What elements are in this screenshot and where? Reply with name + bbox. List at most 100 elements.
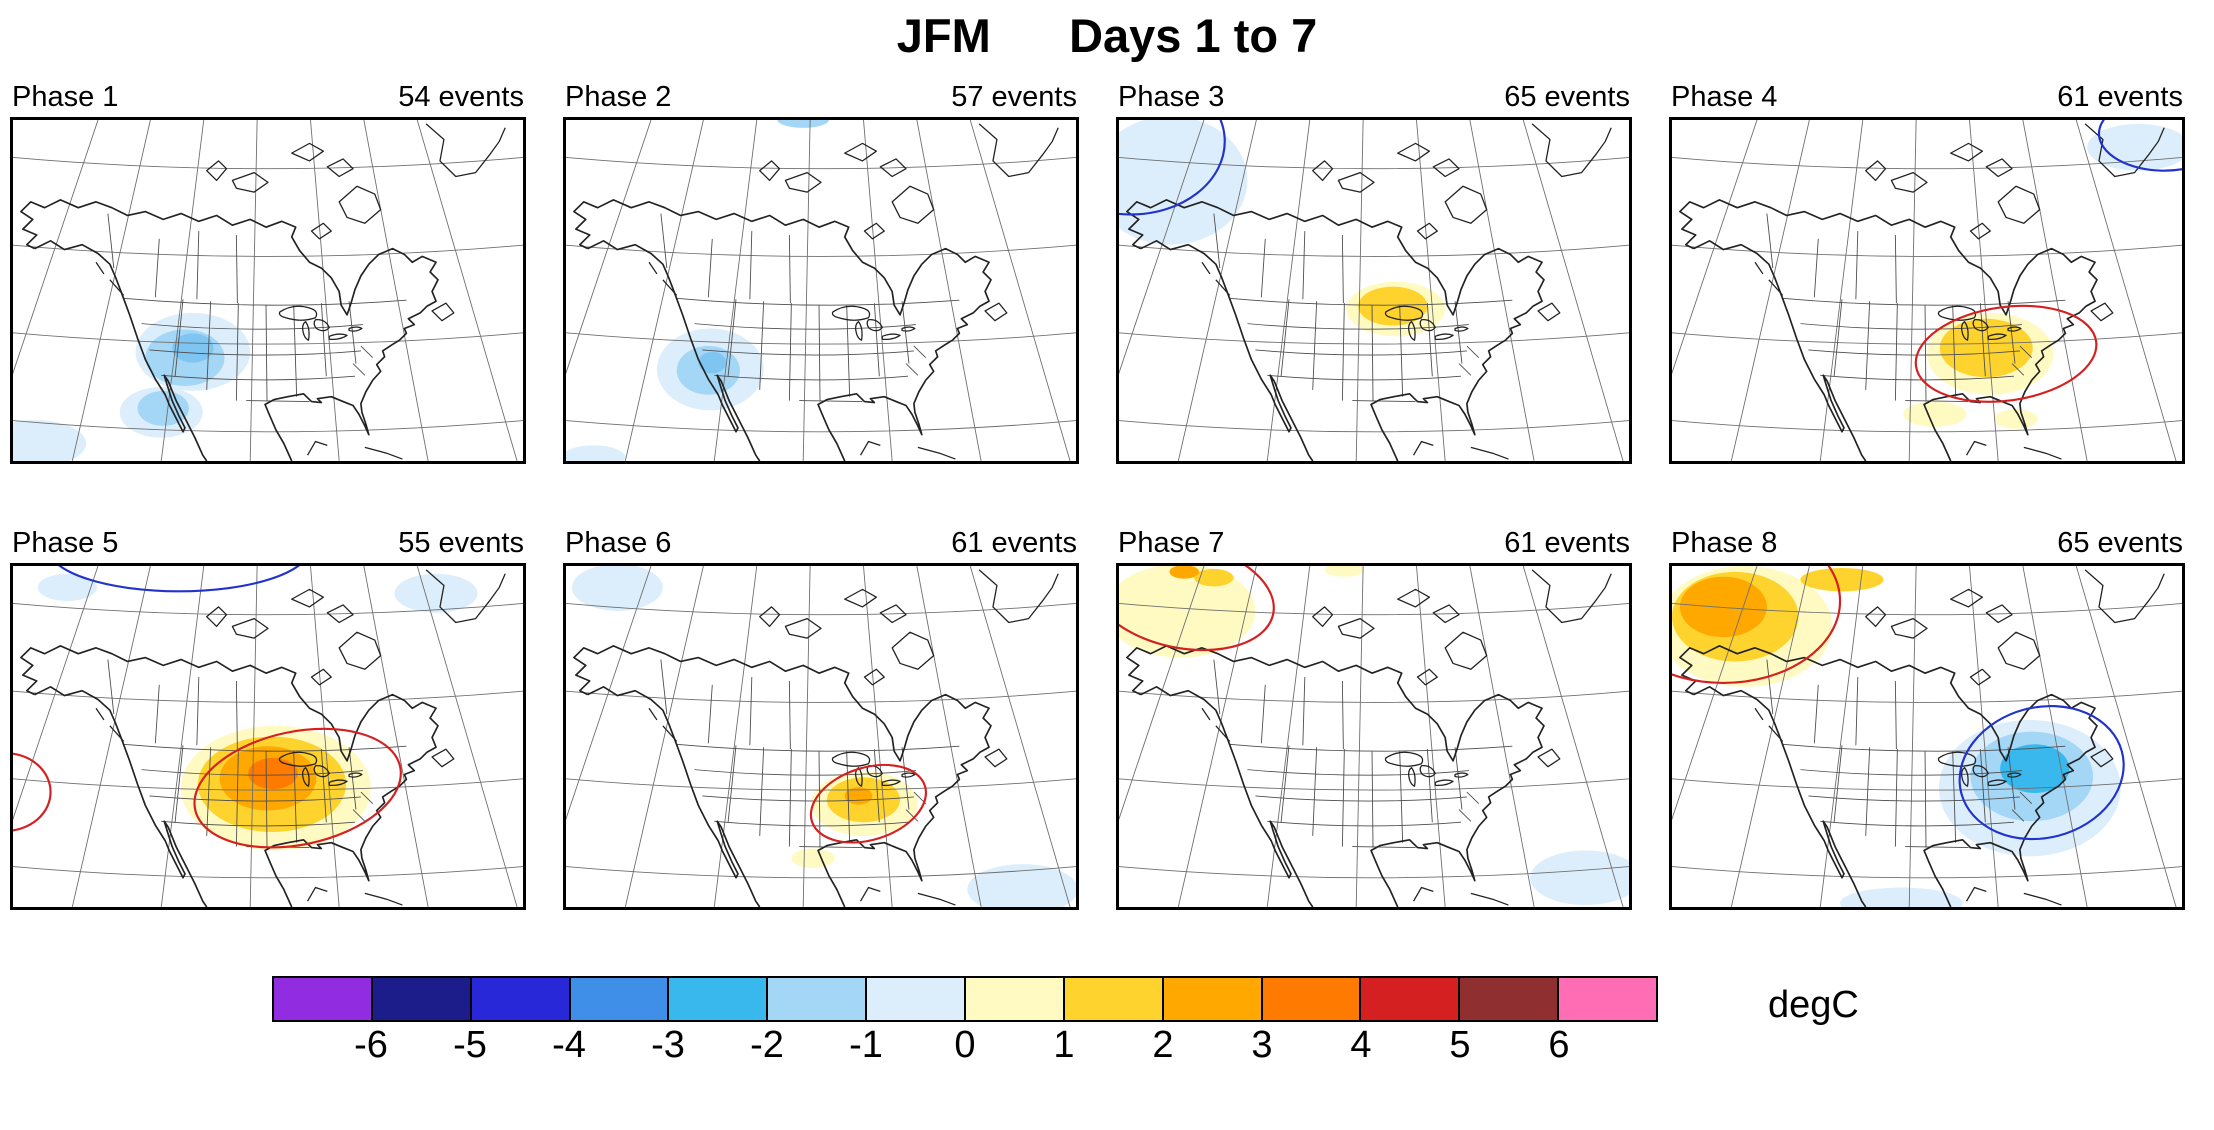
colorbar-tick-label: 3 (1251, 1024, 1273, 1066)
phase-label: Phase 5 (12, 527, 119, 559)
anomaly-shading (791, 848, 835, 869)
panel-header: Phase 6 61 events (563, 526, 1079, 560)
significance-contour (809, 763, 928, 844)
panel-header: Phase 2 57 events (563, 80, 1079, 114)
colorbar-cell (1163, 978, 1263, 1020)
map-frame (1669, 563, 2185, 910)
colorbar-cell (1460, 978, 1560, 1020)
anomaly-shading (1169, 566, 1200, 579)
significance-contour (1119, 566, 1275, 652)
panel-header: Phase 4 61 events (1669, 80, 2185, 114)
significance-contour (1672, 566, 1842, 684)
colorbar-cell (966, 978, 1065, 1020)
panel-phase-4: Phase 4 61 events (1669, 80, 2185, 464)
panel-header: Phase 7 61 events (1116, 526, 1632, 560)
anomaly-shading (2087, 123, 2182, 171)
colorbar-tick-label: -1 (849, 1024, 883, 1066)
map-frame (1116, 117, 1632, 464)
anomaly-map (13, 566, 523, 907)
phase-label: Phase 6 (565, 527, 672, 559)
anomaly-shading (172, 333, 214, 363)
map-frame (1669, 117, 2185, 464)
anomaly-shading (1679, 576, 1767, 638)
colorbar-tick-label: -2 (750, 1024, 784, 1066)
significance-contour (2097, 120, 2182, 172)
anomaly-map (1672, 566, 2182, 907)
colorbar-cell (471, 978, 571, 1020)
anomaly-map (566, 566, 1076, 907)
events-count: 65 events (2057, 527, 2183, 559)
anomaly-shading (967, 864, 1076, 907)
anomaly-shading (1324, 566, 1365, 577)
colorbar-cell (1559, 978, 1657, 1020)
anomaly-shading (248, 757, 298, 790)
anomaly-map (1119, 120, 1629, 461)
panel-phase-1: Phase 1 54 events (10, 80, 526, 464)
events-count: 54 events (398, 81, 524, 113)
anomaly-shading (1994, 409, 2038, 429)
anomaly-shading (1800, 567, 1884, 592)
panel-phase-8: Phase 8 65 events (1669, 526, 2185, 910)
colorbar-cell (570, 978, 670, 1020)
colorbar-tick-label: -3 (651, 1024, 685, 1066)
map-frame (10, 563, 526, 910)
significance-contour (193, 727, 402, 849)
phase-label: Phase 7 (1118, 527, 1225, 559)
significance-contour (1914, 304, 2098, 403)
anomaly-shading (1119, 566, 1256, 658)
events-count: 55 events (398, 527, 524, 559)
colorbar-tick-label: 0 (954, 1024, 976, 1066)
colorbar-ticks: -6 -5 -4 -3 -2 -1 0 1 2 3 4 5 6 (272, 1022, 1658, 1072)
colorbar-tick-label: 2 (1152, 1024, 1174, 1066)
anomaly-shading (571, 566, 663, 611)
events-count: 57 events (951, 81, 1077, 113)
anomaly-shading (1194, 568, 1234, 587)
panel-header: Phase 8 65 events (1669, 526, 2185, 560)
figure-title: JFM Days 1 to 7 (896, 9, 1318, 62)
events-count: 61 events (951, 527, 1077, 559)
events-count: 65 events (1504, 81, 1630, 113)
colorbar-cell (274, 978, 373, 1020)
anomaly-shading (37, 573, 98, 602)
map-frame (1116, 563, 1632, 910)
panel-phase-6: Phase 6 61 events (563, 526, 1079, 910)
panel-grid: Phase 1 54 events Phase 2 57 events Phas… (0, 66, 2214, 910)
map-frame (563, 563, 1079, 910)
colorbar-tick-label: -6 (354, 1024, 388, 1066)
colorbar-units-label: degC (1768, 984, 1859, 1026)
phase-label: Phase 1 (12, 81, 119, 113)
colorbar-tick-label: 5 (1449, 1024, 1471, 1066)
panel-header: Phase 3 65 events (1116, 80, 1632, 114)
anomaly-map (566, 120, 1076, 461)
map-frame (10, 117, 526, 464)
anomaly-shading (1358, 286, 1428, 326)
map-frame (563, 117, 1079, 464)
colorbar-cell (1361, 978, 1461, 1020)
anomaly-shading (1840, 887, 1963, 907)
phase-label: Phase 4 (1671, 81, 1778, 113)
anomaly-shading (1530, 850, 1629, 906)
phase-label: Phase 8 (1671, 527, 1778, 559)
anomaly-map (1672, 120, 2182, 461)
colorbar-tick-label: 4 (1350, 1024, 1372, 1066)
anomaly-shading (698, 351, 727, 374)
events-count: 61 events (2057, 81, 2183, 113)
colorbar-tick-label: -4 (552, 1024, 586, 1066)
colorbar-wrap: -6 -5 -4 -3 -2 -1 0 1 2 3 4 5 6 (272, 976, 1658, 1072)
colorbar-cell (669, 978, 769, 1020)
colorbar-section: -6 -5 -4 -3 -2 -1 0 1 2 3 4 5 6 degC (272, 976, 2214, 1072)
colorbar-cell (1064, 978, 1164, 1020)
panel-phase-5: Phase 5 55 events (10, 526, 526, 910)
significance-contour (58, 566, 300, 593)
panel-phase-7: Phase 7 61 events (1116, 526, 1632, 910)
anomaly-map (1119, 566, 1629, 907)
anomaly-shading (13, 420, 87, 461)
colorbar-tick-label: 1 (1053, 1024, 1075, 1066)
colorbar-cell (372, 978, 472, 1020)
significance-contour (13, 752, 52, 832)
anomaly-shading (394, 573, 478, 613)
panel-header: Phase 1 54 events (10, 80, 526, 114)
phase-label: Phase 2 (565, 81, 672, 113)
panel-phase-2: Phase 2 57 events (563, 80, 1079, 464)
panel-header: Phase 5 55 events (10, 526, 526, 560)
